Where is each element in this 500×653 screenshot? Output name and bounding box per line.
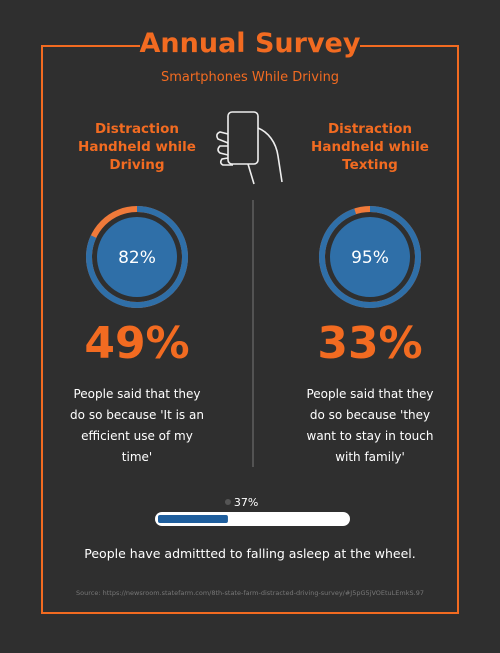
stat: 49%: [84, 318, 190, 369]
ring-disc: [97, 217, 177, 297]
ring-label: 95%: [351, 248, 389, 268]
progress-bar: [158, 515, 228, 523]
description: People said that they do so because 'It …: [70, 387, 204, 464]
phone-icon: [216, 111, 283, 185]
frame: [41, 45, 459, 614]
ring-label: 82%: [118, 248, 156, 268]
panel-heading: Distraction Handheld while Driving: [78, 121, 196, 173]
progress-marker: [224, 499, 231, 505]
ring-value: [319, 206, 421, 308]
source: Source: https://newsroom.statefarm.com/8…: [76, 589, 424, 597]
title: Annual Survey: [139, 28, 361, 59]
stat: 33%: [317, 318, 423, 369]
description: People said that they do so because 'the…: [306, 387, 434, 464]
ring-disc: [330, 217, 410, 297]
progress-label: 37%: [234, 496, 258, 509]
progress-text: People have admittted to falling asleep …: [84, 546, 416, 561]
subtitle: Smartphones While Driving: [160, 70, 340, 85]
panel-heading: Distraction Handheld while Texting: [311, 121, 429, 173]
ring-value: [86, 206, 188, 308]
